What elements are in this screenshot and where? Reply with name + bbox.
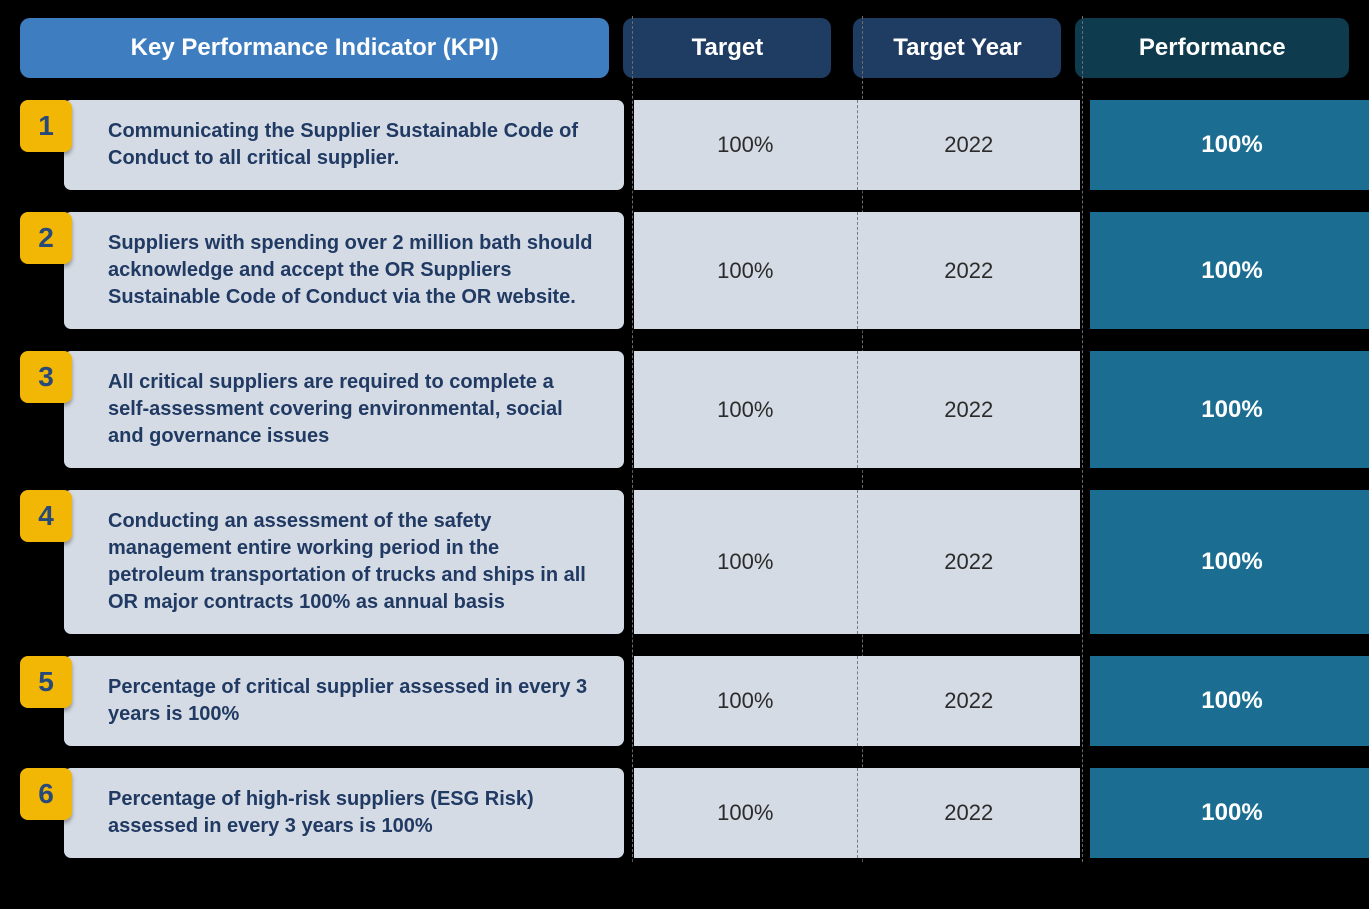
row-number: 4 [20,490,72,542]
target-year: 2022 [857,351,1081,468]
performance-value: 100% [1090,351,1369,468]
table-header-row: Key Performance Indicator (KPI) Target T… [20,18,1349,78]
performance-value: 100% [1090,100,1369,190]
target-value: 100% [634,490,857,634]
table-row: 3 All critical suppliers are required to… [20,351,1349,468]
target-year: 2022 [857,212,1081,329]
header-performance: Performance [1075,18,1349,78]
target-year: 2022 [857,100,1081,190]
table-row: 6 Percentage of high-risk suppliers (ESG… [20,768,1349,858]
row-number: 3 [20,351,72,403]
row-mid: 100% 2022 [624,212,1080,329]
row-number: 6 [20,768,72,820]
performance-value: 100% [1090,212,1369,329]
row-mid: 100% 2022 [624,351,1080,468]
table-row: 2 Suppliers with spending over 2 million… [20,212,1349,329]
table-row: 5 Percentage of critical supplier assess… [20,656,1349,746]
kpi-table: Key Performance Indicator (KPI) Target T… [0,0,1369,882]
row-number: 5 [20,656,72,708]
row-mid: 100% 2022 [624,768,1080,858]
kpi-text: All critical suppliers are required to c… [64,351,624,468]
target-value: 100% [634,212,857,329]
row-number: 1 [20,100,72,152]
kpi-text: Suppliers with spending over 2 million b… [64,212,624,329]
row-mid: 100% 2022 [624,656,1080,746]
table-row: 1 Communicating the Supplier Sustainable… [20,100,1349,190]
table-row: 4 Conducting an assessment of the safety… [20,490,1349,634]
header-target-year: Target Year [853,18,1061,78]
performance-value: 100% [1090,768,1369,858]
target-value: 100% [634,100,857,190]
kpi-text: Communicating the Supplier Sustainable C… [64,100,624,190]
kpi-text: Percentage of critical supplier assessed… [64,656,624,746]
target-year: 2022 [857,768,1081,858]
row-mid: 100% 2022 [624,100,1080,190]
target-value: 100% [634,656,857,746]
kpi-text: Conducting an assessment of the safety m… [64,490,624,634]
header-kpi: Key Performance Indicator (KPI) [20,18,609,78]
performance-value: 100% [1090,490,1369,634]
target-year: 2022 [857,490,1081,634]
target-year: 2022 [857,656,1081,746]
target-value: 100% [634,768,857,858]
row-mid: 100% 2022 [624,490,1080,634]
row-number: 2 [20,212,72,264]
kpi-text: Percentage of high-risk suppliers (ESG R… [64,768,624,858]
header-target: Target [623,18,831,78]
performance-value: 100% [1090,656,1369,746]
target-value: 100% [634,351,857,468]
